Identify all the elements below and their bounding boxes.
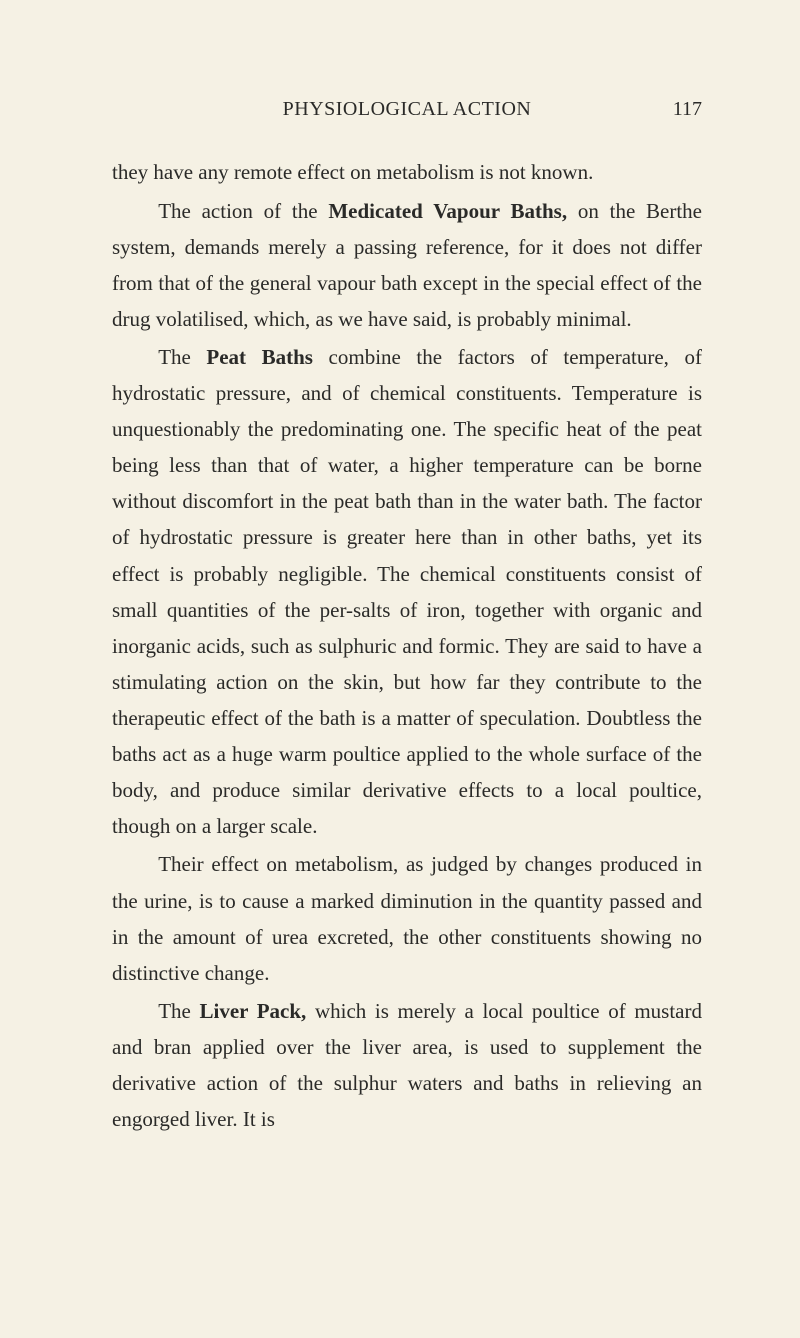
body-text: The bbox=[158, 345, 206, 369]
body-text: they have any remote effect on metabolis… bbox=[112, 160, 593, 184]
paragraph-peat-baths: The Peat Baths combine the factors of te… bbox=[112, 339, 702, 845]
paragraph-liver-pack: The Liver Pack, which is merely a local … bbox=[112, 993, 702, 1137]
paragraph-medicated-vapour: The action of the Medicated Vapour Baths… bbox=[112, 193, 702, 337]
running-title: PHYSIOLOGICAL ACTION bbox=[160, 92, 654, 126]
paragraph-continuation: they have any remote effect on metabolis… bbox=[112, 154, 702, 190]
body-text: Their effect on metabolism, as judged by… bbox=[112, 852, 702, 984]
bold-term-liver-pack: Liver Pack, bbox=[199, 999, 306, 1023]
page: PHYSIOLOGICAL ACTION 117 they have any r… bbox=[0, 0, 800, 1338]
body-text: combine the factors of temperature, of h… bbox=[112, 345, 702, 838]
page-number: 117 bbox=[654, 92, 702, 126]
paragraph-metabolism-effect: Their effect on metabolism, as judged by… bbox=[112, 846, 702, 990]
bold-term-peat-baths: Peat Baths bbox=[206, 345, 313, 369]
running-head: PHYSIOLOGICAL ACTION 117 bbox=[112, 92, 702, 126]
body-text: The bbox=[158, 999, 199, 1023]
body-text: The action of the bbox=[158, 199, 328, 223]
bold-term-medicated-vapour-baths: Medicated Vapour Baths, bbox=[328, 199, 567, 223]
